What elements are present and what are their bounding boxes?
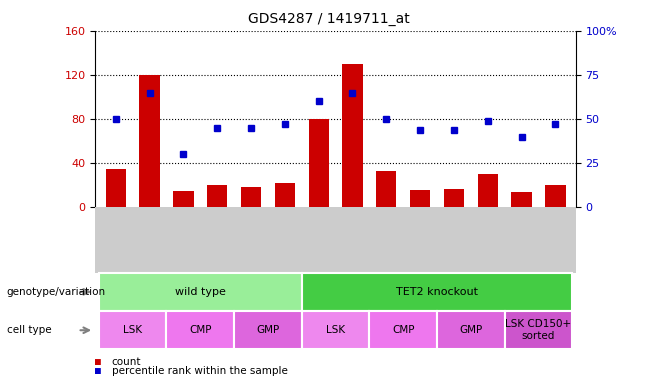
Bar <box>139 75 160 207</box>
Text: CMP: CMP <box>392 325 415 335</box>
Bar <box>437 311 505 349</box>
Bar <box>166 311 234 349</box>
Text: cell type: cell type <box>7 325 51 335</box>
Bar <box>241 187 261 207</box>
Bar <box>545 185 566 207</box>
Bar <box>505 311 572 349</box>
Text: genotype/variation: genotype/variation <box>7 287 106 297</box>
Bar <box>274 183 295 207</box>
Text: wild type: wild type <box>175 287 226 297</box>
Bar <box>105 169 126 207</box>
Text: GMP: GMP <box>459 325 482 335</box>
Bar <box>342 64 363 207</box>
Bar <box>369 311 437 349</box>
Text: CMP: CMP <box>189 325 211 335</box>
Bar <box>444 189 464 207</box>
Bar <box>173 191 193 207</box>
Bar <box>511 192 532 207</box>
Text: ■: ■ <box>95 357 101 367</box>
Bar <box>234 311 302 349</box>
Text: GMP: GMP <box>257 325 280 335</box>
Bar <box>99 273 302 311</box>
Text: count: count <box>112 357 141 367</box>
Bar <box>302 311 369 349</box>
Bar <box>410 190 430 207</box>
Text: LSK CD150+
sorted: LSK CD150+ sorted <box>505 319 572 341</box>
Text: ■: ■ <box>95 366 101 376</box>
Bar <box>376 171 397 207</box>
Bar <box>309 119 329 207</box>
Bar <box>302 273 572 311</box>
Bar <box>207 185 227 207</box>
Text: TET2 knockout: TET2 knockout <box>396 287 478 297</box>
Text: GDS4287 / 1419711_at: GDS4287 / 1419711_at <box>248 12 410 25</box>
Text: LSK: LSK <box>326 325 345 335</box>
Text: LSK: LSK <box>123 325 142 335</box>
Bar <box>478 174 498 207</box>
Text: percentile rank within the sample: percentile rank within the sample <box>112 366 288 376</box>
Bar <box>99 311 166 349</box>
